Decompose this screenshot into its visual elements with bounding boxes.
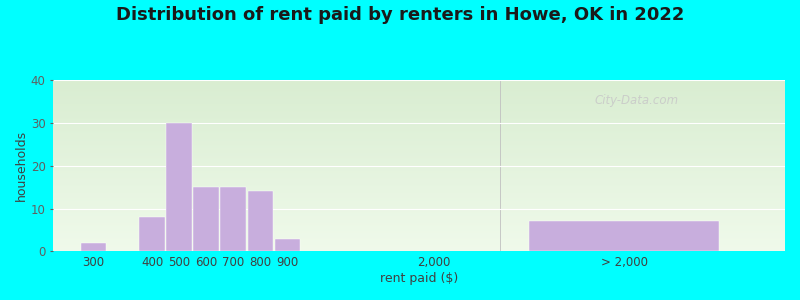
Bar: [194, 187, 219, 251]
X-axis label: rent paid ($): rent paid ($): [380, 272, 458, 285]
Bar: [81, 243, 106, 251]
Bar: [247, 191, 273, 251]
Bar: [166, 123, 192, 251]
Text: Distribution of rent paid by renters in Howe, OK in 2022: Distribution of rent paid by renters in …: [116, 6, 684, 24]
Bar: [139, 217, 165, 251]
Text: City-Data.com: City-Data.com: [594, 94, 679, 107]
Bar: [529, 221, 719, 251]
Bar: [274, 238, 300, 251]
Bar: [221, 187, 246, 251]
Y-axis label: households: households: [15, 130, 28, 201]
